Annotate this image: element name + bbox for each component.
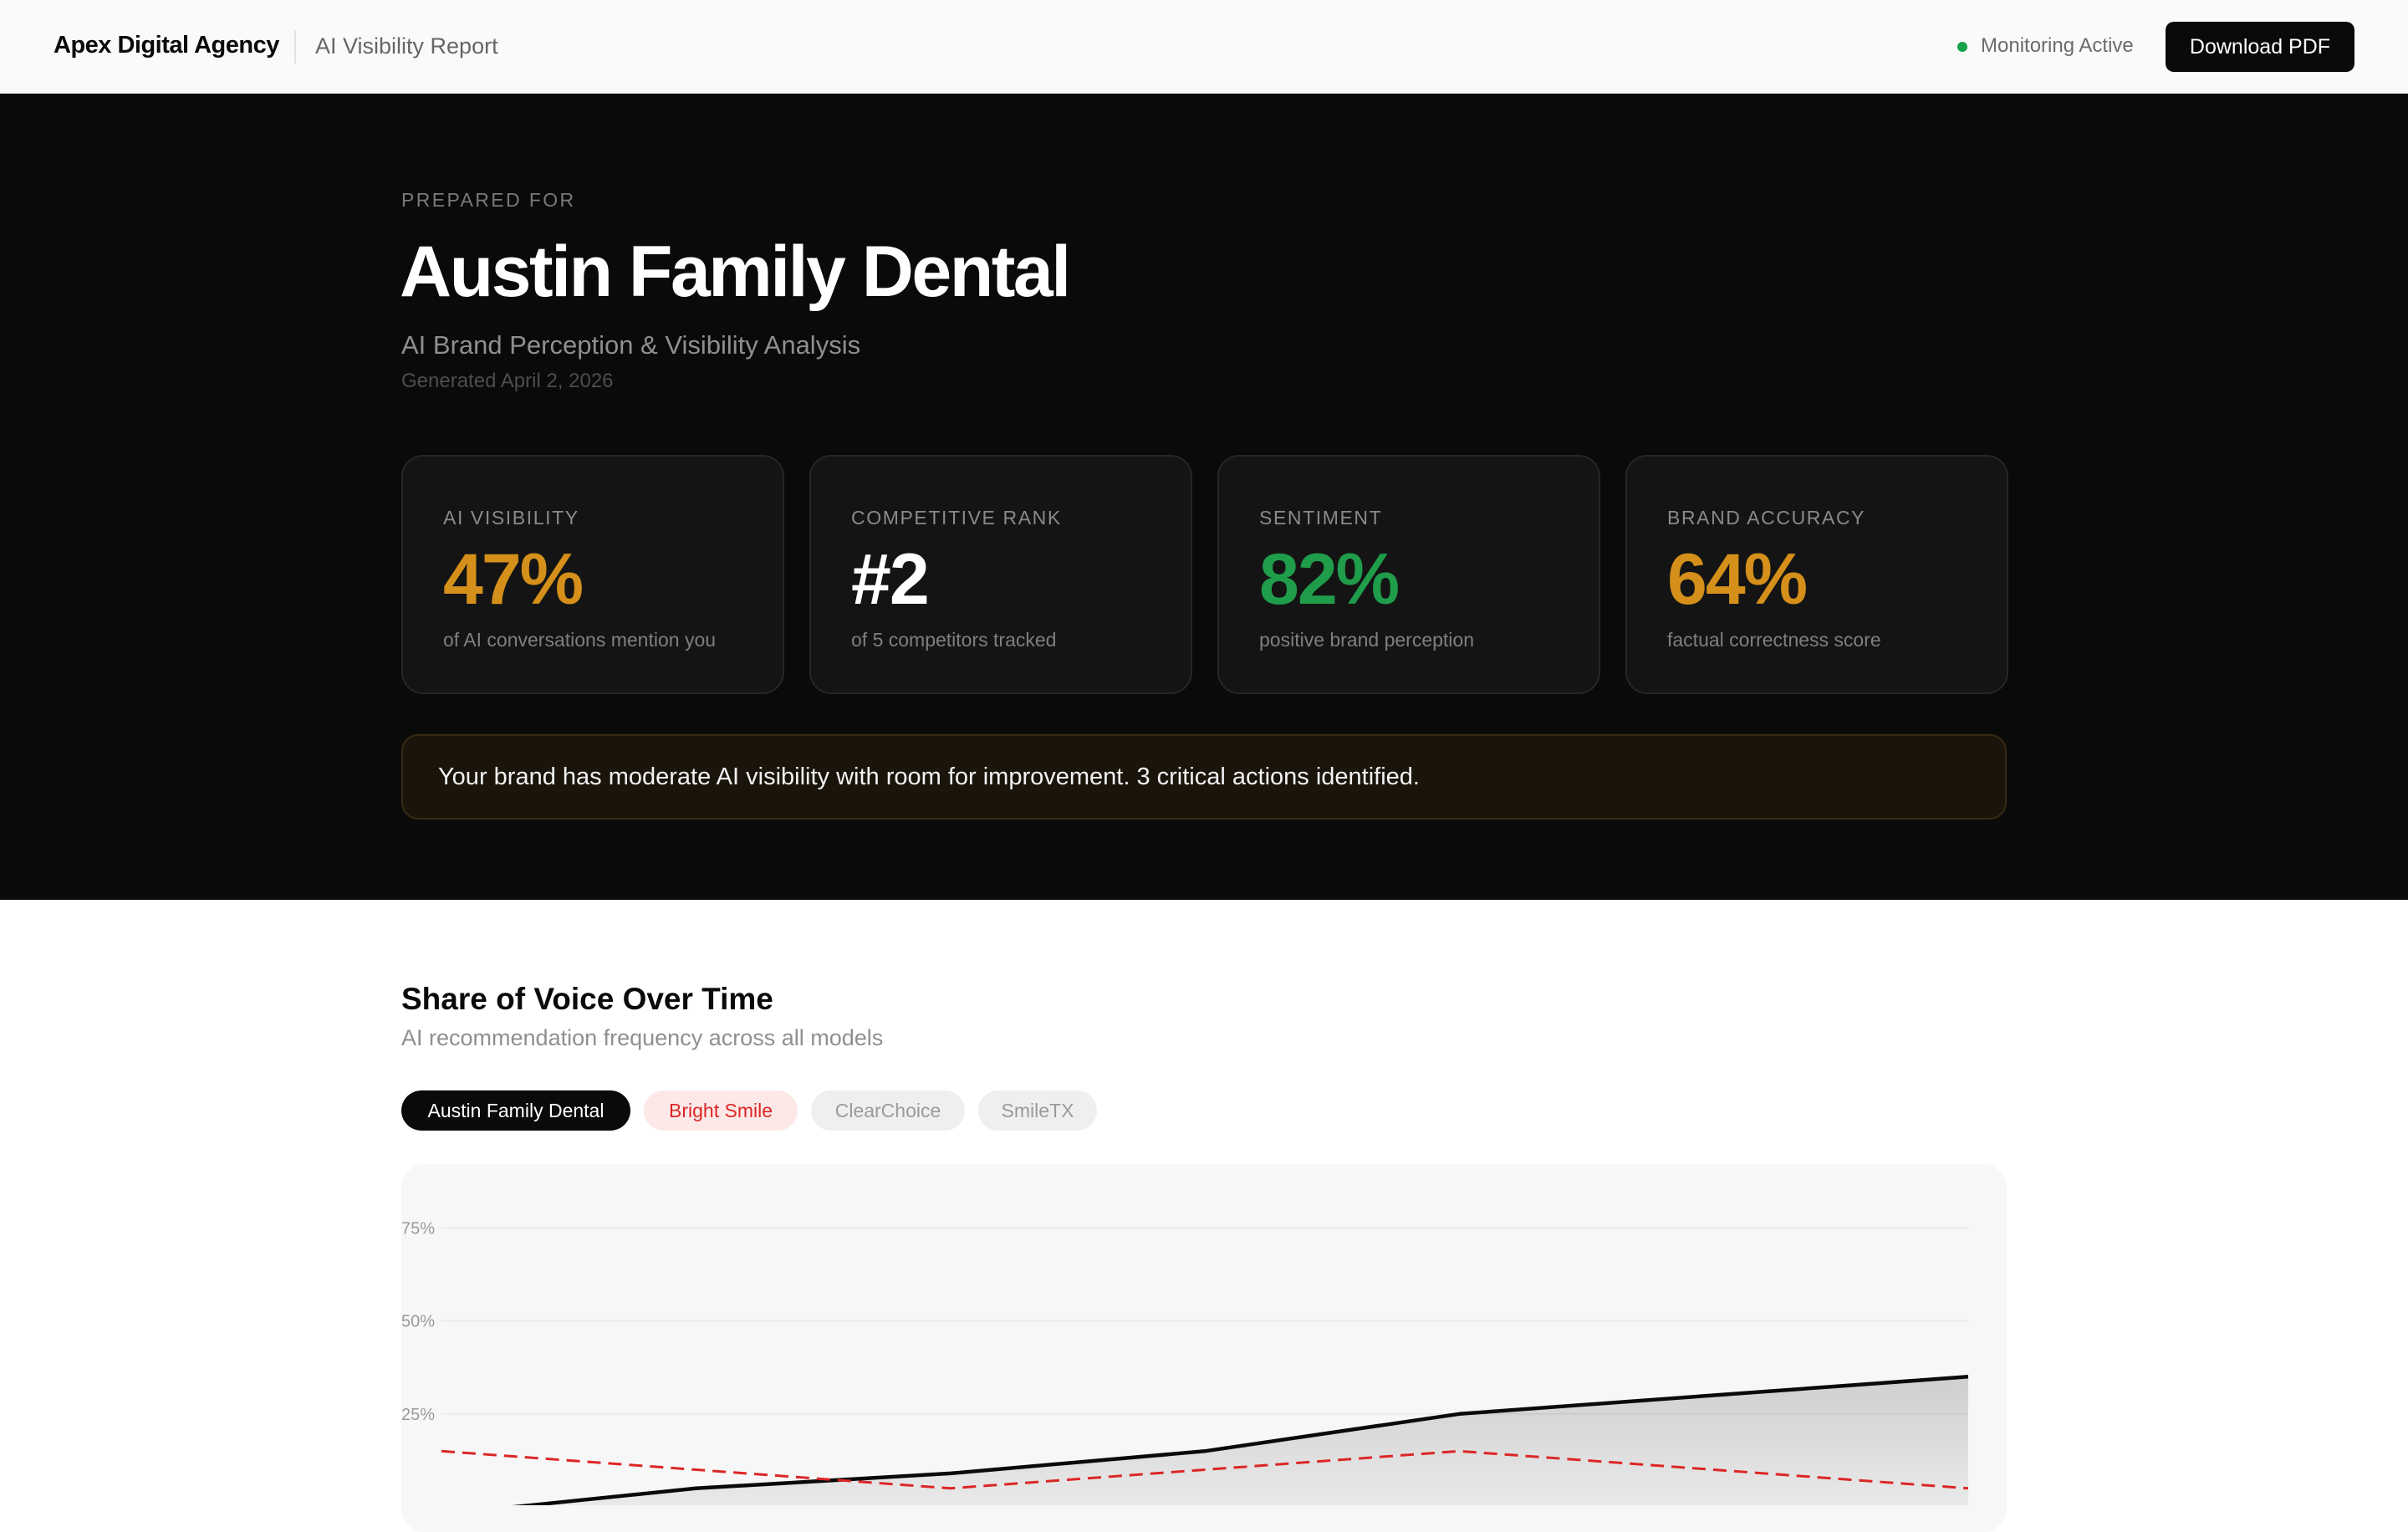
metric-description: positive brand perception — [1259, 629, 1474, 651]
report-name: AI Visibility Report — [315, 33, 498, 59]
share-of-voice-chart: 75% 50% 25% — [401, 1164, 2007, 1532]
status-dot-icon — [1957, 42, 1967, 52]
metric-value: 47% — [443, 539, 584, 620]
metric-value: #2 — [851, 539, 930, 620]
y-tick-label: 50% — [401, 1313, 435, 1331]
metric-value: 82% — [1259, 539, 1400, 620]
agency-brand[interactable]: Apex Digital Agency — [54, 32, 279, 59]
metric-card-ai-visibility: AI VISIBILITY 47% of AI conversations me… — [401, 455, 784, 694]
share-of-voice-chart-svg: 75% 50% 25% — [401, 1219, 1969, 1505]
metric-description: of 5 competitors tracked — [851, 629, 1057, 651]
metric-description: factual correctness score — [1667, 629, 1881, 651]
section-subtitle: AI recommendation frequency across all m… — [401, 1025, 884, 1050]
generated-date: Generated April 2, 2026 — [401, 370, 614, 392]
metric-card-brand-accuracy: BRAND ACCURACY 64% factual correctness s… — [1625, 455, 2008, 694]
filter-austin-family-dental[interactable]: Austin Family Dental — [401, 1090, 630, 1131]
filter-clearchoice[interactable]: ClearChoice — [811, 1090, 965, 1131]
series-area-austin-family-dental — [530, 1376, 1968, 1505]
top-navigation: Apex Digital Agency AI Visibility Report… — [0, 0, 2408, 94]
brand-divider — [294, 30, 296, 64]
monitoring-status: Monitoring Active — [1981, 34, 2134, 57]
metric-label: SENTIMENT — [1259, 507, 1383, 529]
section-title: Share of Voice Over Time — [401, 982, 773, 1016]
prepared-for-label: PREPARED FOR — [401, 189, 576, 211]
y-tick-label: 25% — [401, 1406, 435, 1424]
metric-description: of AI conversations mention you — [443, 629, 717, 651]
metric-value: 64% — [1667, 539, 1808, 620]
report-hero: PREPARED FOR Austin Family Dental AI Bra… — [0, 94, 2408, 900]
report-subtitle: AI Brand Perception & Visibility Analysi… — [401, 330, 861, 360]
client-name: Austin Family Dental — [400, 232, 1071, 312]
metric-label: AI VISIBILITY — [443, 507, 579, 529]
filter-bright-smile[interactable]: Bright Smile — [644, 1090, 798, 1131]
summary-alert-text: Your brand has moderate AI visibility wi… — [438, 763, 1420, 790]
summary-alert: Your brand has moderate AI visibility wi… — [401, 734, 2007, 820]
metric-label: COMPETITIVE RANK — [851, 507, 1062, 529]
metric-label: BRAND ACCURACY — [1667, 507, 1866, 529]
y-tick-label: 75% — [401, 1219, 435, 1238]
series-line-austin-family-dental — [512, 1375, 1969, 1505]
download-pdf-button[interactable]: Download PDF — [2166, 22, 2354, 72]
metric-card-sentiment: SENTIMENT 82% positive brand perception — [1217, 455, 1600, 694]
series-line-bright-smile — [441, 1449, 1969, 1490]
metric-card-competitive-rank: COMPETITIVE RANK #2 of 5 competitors tra… — [809, 455, 1192, 694]
filter-smiletx[interactable]: SmileTX — [978, 1090, 1097, 1131]
